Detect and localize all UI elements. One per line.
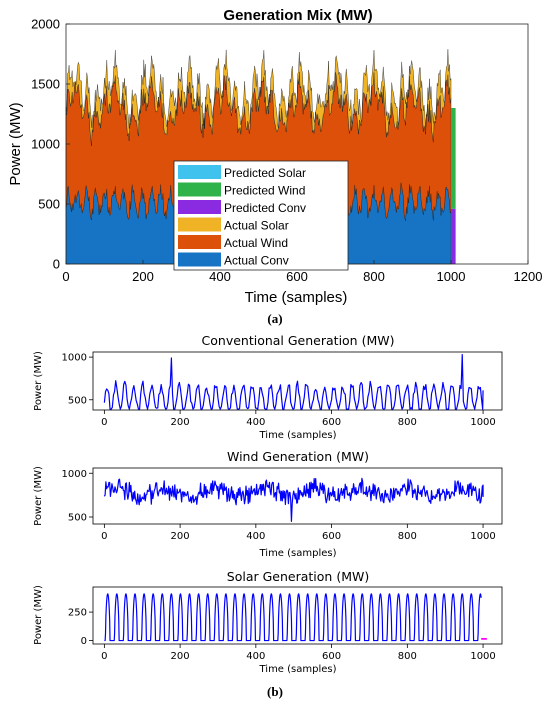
area-predicted-wind — [451, 108, 456, 209]
legend-label-predicted-solar: Predicted Solar — [224, 166, 306, 180]
caption-b: (b) — [267, 684, 283, 699]
b2-ticks-xtick-label: 0 — [101, 531, 107, 542]
chart-solar-ticks: 0 200 400 600 800 1000 0 250 — [68, 608, 496, 662]
b1-ticks-xtick-label: 200 — [171, 417, 190, 428]
chart-a-ytick-label: 2000 — [31, 17, 60, 32]
legend-swatch-actual-conv — [178, 252, 221, 267]
chart-conventional: Conventional Generation (MW) 0 200 400 600 8… — [33, 333, 503, 441]
chart-a-ytick-label: 1500 — [31, 77, 60, 92]
caption-a: (a) — [267, 311, 283, 326]
b1-ticks-xtick-label: 400 — [246, 417, 265, 428]
chart-wind-frame — [92, 467, 503, 525]
legend-label-actual-solar: Actual Solar — [224, 219, 289, 233]
chart-a-xtick-label: 1000 — [437, 269, 466, 284]
b3-ticks-xtick-label: 0 — [101, 651, 107, 662]
area-actual-solar — [65, 49, 452, 146]
chart-a-xtick-label: 600 — [286, 269, 308, 284]
b3-plot-series-line — [104, 593, 482, 642]
legend-box — [173, 160, 349, 271]
legend-label-actual-wind: Actual Wind — [224, 236, 288, 250]
chart-wind-ticks: 0 200 400 600 800 1000 500 1000 — [62, 469, 496, 542]
chart-a-legend: Predicted Solar Predicted Wind Predicted… — [173, 160, 349, 271]
b3-ticks-ytick-label: 0 — [81, 636, 87, 647]
b1-ticks-xtick-label: 1000 — [470, 417, 495, 428]
b2-ticks-xtick-label: 1000 — [470, 531, 495, 542]
b2-ticks-xtick-label: 800 — [398, 531, 417, 542]
legend-swatch-predicted-solar — [178, 165, 221, 179]
chart-a-ylabel: Power (MW) — [7, 102, 24, 185]
chart-a: Generation Mix (MW) 0 200 400 600 800 1000 120… — [7, 7, 542, 306]
b3-ticks-xtick-label: 600 — [322, 651, 341, 662]
chart-wind-title: Wind Generation (MW) — [227, 449, 369, 464]
chart-conventional-plot — [103, 353, 484, 410]
chart-a-xlabel: Time (samples) — [245, 289, 348, 306]
chart-conventional-title: Conventional Generation (MW) — [202, 333, 395, 348]
chart-solar-title: Solar Generation (MW) — [227, 569, 369, 584]
chart-wind-plot — [103, 477, 484, 522]
chart-solar-plot — [104, 593, 487, 642]
legend-swatch-actual-solar — [178, 217, 221, 232]
b2-ticks-ytick-label: 1000 — [62, 469, 87, 480]
legend-swatch-predicted-wind — [178, 182, 221, 197]
chart-wind-ylabel: Power (MW) — [33, 466, 44, 526]
b2-plot-series-line — [103, 477, 484, 522]
chart-solar-frame — [92, 586, 503, 645]
chart-a-xtick-label: 400 — [209, 269, 231, 284]
legend-label-predicted-wind: Predicted Wind — [224, 184, 305, 198]
chart-a-xtick-label: 0 — [62, 269, 69, 284]
b2-ticks-xtick-label: 600 — [322, 531, 341, 542]
chart-conventional-ticks: 0 200 400 600 800 1000 500 1000 — [62, 353, 496, 428]
b2-ticks-xtick-label: 200 — [171, 531, 190, 542]
chart-a-title: Generation Mix (MW) — [223, 7, 372, 24]
chart-a-xtick-label: 1200 — [514, 269, 543, 284]
chart-solar: Solar Generation (MW) 0 200 400 600 800 10000… — [33, 569, 503, 675]
chart-conventional-ylabel: Power (MW) — [33, 351, 44, 411]
b1-ticks-xtick-label: 600 — [322, 417, 341, 428]
b3-ticks-ytick-label: 250 — [68, 608, 87, 619]
b2-ticks-ytick-label: 500 — [68, 513, 87, 524]
b1-ticks-xtick-label: 800 — [398, 417, 417, 428]
chart-solar-xlabel: Time (samples) — [258, 664, 336, 675]
b3-ticks-xtick-label: 1000 — [470, 651, 495, 662]
b1-plot-series-line — [103, 353, 484, 410]
b1-ticks-ytick-label: 500 — [68, 395, 87, 406]
legend-label-actual-conv: Actual Conv — [224, 254, 289, 268]
b3-ticks-xtick-label: 800 — [398, 651, 417, 662]
chart-conventional-xlabel: Time (samples) — [258, 430, 336, 441]
b2-ticks-xtick-label: 400 — [246, 531, 265, 542]
legend-swatch-actual-wind — [178, 235, 221, 249]
legend-swatch-predicted-conv — [178, 200, 221, 214]
b3-ticks-xtick-label: 200 — [171, 651, 190, 662]
b1-ticks-ytick-label: 1000 — [62, 353, 87, 364]
chart-wind: Wind Generation (MW) 0 200 400 600 800 1000 50… — [33, 449, 503, 559]
b1-ticks-xtick-label: 0 — [101, 417, 107, 428]
chart-a-xtick-label: 800 — [363, 269, 385, 284]
chart-a-ytick-label: 500 — [38, 197, 60, 212]
b3-ticks-xtick-label: 400 — [246, 651, 265, 662]
legend-label-predicted-conv: Predicted Conv — [224, 201, 306, 215]
chart-solar-ylabel: Power (MW) — [33, 585, 44, 645]
chart-wind-xlabel: Time (samples) — [258, 548, 336, 559]
chart-a-ticks: 0 200 400 600 800 1000 1200 0 500 1000 1500 2000 — [31, 17, 542, 285]
chart-a-ytick-label: 1000 — [31, 137, 60, 152]
chart-a-xtick-label: 200 — [132, 269, 154, 284]
area-predicted-conv — [451, 208, 456, 264]
chart-a-ytick-label: 0 — [53, 257, 60, 272]
chart-conventional-frame — [92, 351, 503, 411]
